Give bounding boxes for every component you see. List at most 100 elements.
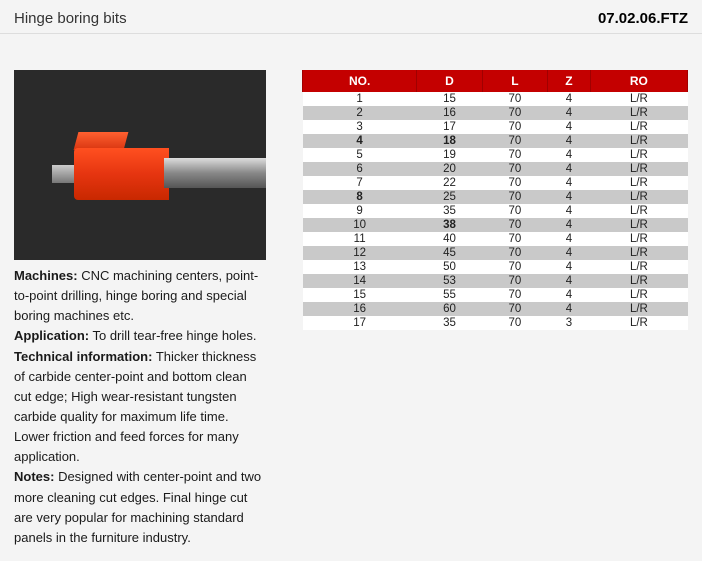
technical-text: Thicker thickness of carbide center-poin… bbox=[14, 349, 256, 465]
cell-d: 22 bbox=[417, 176, 482, 190]
cell-l: 70 bbox=[482, 176, 547, 190]
cell-no: 4 bbox=[303, 134, 417, 148]
cell-l: 70 bbox=[482, 302, 547, 316]
cell-z: 4 bbox=[548, 302, 591, 316]
cell-ro: L/R bbox=[590, 190, 687, 204]
cell-no: 3 bbox=[303, 120, 417, 134]
cell-l: 70 bbox=[482, 106, 547, 120]
table-row: 115704L/R bbox=[303, 92, 688, 106]
page-header: Hinge boring bits 07.02.06.FTZ bbox=[0, 0, 702, 34]
cell-z: 4 bbox=[548, 176, 591, 190]
right-column: NO. D L Z RO 115704L/R216704L/R317704L/R… bbox=[302, 70, 688, 330]
cell-d: 38 bbox=[417, 218, 482, 232]
cell-l: 70 bbox=[482, 190, 547, 204]
content-area: Machines: CNC machining centers, point-t… bbox=[0, 34, 702, 560]
cell-ro: L/R bbox=[590, 134, 687, 148]
cell-d: 19 bbox=[417, 148, 482, 162]
table-row: 1245704L/R bbox=[303, 246, 688, 260]
table-row: 722704L/R bbox=[303, 176, 688, 190]
table-row: 1735703L/R bbox=[303, 316, 688, 330]
notes-line: Notes: Designed with center-point and tw… bbox=[14, 467, 266, 548]
col-l: L bbox=[482, 70, 547, 92]
cell-ro: L/R bbox=[590, 302, 687, 316]
technical-label: Technical information: bbox=[14, 349, 152, 364]
cell-no: 12 bbox=[303, 246, 417, 260]
table-row: 1350704L/R bbox=[303, 260, 688, 274]
cell-d: 50 bbox=[417, 260, 482, 274]
cell-ro: L/R bbox=[590, 106, 687, 120]
table-row: 1038704L/R bbox=[303, 218, 688, 232]
cell-z: 4 bbox=[548, 106, 591, 120]
table-row: 935704L/R bbox=[303, 204, 688, 218]
cell-d: 55 bbox=[417, 288, 482, 302]
cell-d: 20 bbox=[417, 162, 482, 176]
cell-z: 4 bbox=[548, 190, 591, 204]
cell-no: 10 bbox=[303, 218, 417, 232]
cell-z: 4 bbox=[548, 204, 591, 218]
table-body: 115704L/R216704L/R317704L/R418704L/R5197… bbox=[303, 92, 688, 330]
cell-ro: L/R bbox=[590, 246, 687, 260]
cell-no: 5 bbox=[303, 148, 417, 162]
cell-d: 53 bbox=[417, 274, 482, 288]
cell-ro: L/R bbox=[590, 260, 687, 274]
cell-ro: L/R bbox=[590, 274, 687, 288]
cell-z: 4 bbox=[548, 120, 591, 134]
product-image bbox=[14, 70, 266, 260]
table-row: 1555704L/R bbox=[303, 288, 688, 302]
machines-label: Machines: bbox=[14, 268, 78, 283]
table-row: 216704L/R bbox=[303, 106, 688, 120]
cell-ro: L/R bbox=[590, 148, 687, 162]
cell-no: 13 bbox=[303, 260, 417, 274]
cell-z: 4 bbox=[548, 232, 591, 246]
table-row: 519704L/R bbox=[303, 148, 688, 162]
cell-l: 70 bbox=[482, 218, 547, 232]
page-title: Hinge boring bits bbox=[14, 10, 127, 27]
cell-d: 15 bbox=[417, 92, 482, 106]
cell-d: 60 bbox=[417, 302, 482, 316]
spec-table: NO. D L Z RO 115704L/R216704L/R317704L/R… bbox=[302, 70, 688, 330]
cell-ro: L/R bbox=[590, 176, 687, 190]
table-row: 317704L/R bbox=[303, 120, 688, 134]
bit-body-graphic bbox=[74, 148, 169, 200]
cell-l: 70 bbox=[482, 148, 547, 162]
cell-z: 4 bbox=[548, 260, 591, 274]
table-row: 1140704L/R bbox=[303, 232, 688, 246]
cell-no: 15 bbox=[303, 288, 417, 302]
table-row: 1660704L/R bbox=[303, 302, 688, 316]
cell-z: 4 bbox=[548, 218, 591, 232]
cell-d: 35 bbox=[417, 204, 482, 218]
cell-no: 16 bbox=[303, 302, 417, 316]
cell-ro: L/R bbox=[590, 316, 687, 330]
cell-z: 4 bbox=[548, 162, 591, 176]
cell-d: 35 bbox=[417, 316, 482, 330]
application-label: Application: bbox=[14, 328, 89, 343]
technical-line: Technical information: Thicker thickness… bbox=[14, 347, 266, 468]
description-block: Machines: CNC machining centers, point-t… bbox=[14, 266, 266, 548]
cell-l: 70 bbox=[482, 92, 547, 106]
cell-l: 70 bbox=[482, 204, 547, 218]
cell-ro: L/R bbox=[590, 204, 687, 218]
bit-shaft-graphic bbox=[164, 158, 266, 188]
application-text: To drill tear-free hinge holes. bbox=[89, 328, 256, 343]
col-ro: RO bbox=[590, 70, 687, 92]
cell-ro: L/R bbox=[590, 162, 687, 176]
cell-z: 3 bbox=[548, 316, 591, 330]
col-d: D bbox=[417, 70, 482, 92]
cell-no: 2 bbox=[303, 106, 417, 120]
cell-d: 40 bbox=[417, 232, 482, 246]
cell-l: 70 bbox=[482, 134, 547, 148]
cell-l: 70 bbox=[482, 316, 547, 330]
left-column: Machines: CNC machining centers, point-t… bbox=[14, 70, 266, 548]
cell-z: 4 bbox=[548, 246, 591, 260]
cell-ro: L/R bbox=[590, 218, 687, 232]
cell-l: 70 bbox=[482, 162, 547, 176]
cell-d: 25 bbox=[417, 190, 482, 204]
table-row: 1453704L/R bbox=[303, 274, 688, 288]
cell-l: 70 bbox=[482, 246, 547, 260]
application-line: Application: To drill tear-free hinge ho… bbox=[14, 326, 266, 346]
cell-no: 1 bbox=[303, 92, 417, 106]
machines-line: Machines: CNC machining centers, point-t… bbox=[14, 266, 266, 326]
cell-ro: L/R bbox=[590, 288, 687, 302]
cell-l: 70 bbox=[482, 232, 547, 246]
cell-no: 17 bbox=[303, 316, 417, 330]
